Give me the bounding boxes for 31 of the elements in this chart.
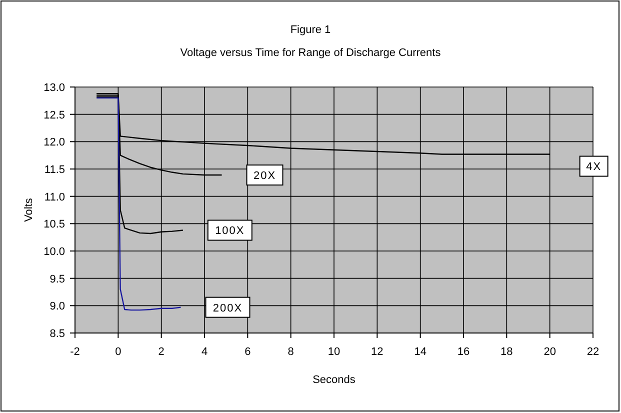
y-tick-label: 12.0 [44,136,65,149]
x-tick-label: 16 [457,346,470,358]
text: 100X [215,225,245,238]
x-tick-label: 2 [158,346,164,358]
x-tick-label: 20 [544,346,556,358]
text: 4X [586,161,602,174]
y-tick-label: 10.5 [44,218,65,231]
x-tick-label: -2 [70,346,80,358]
text: 20X [253,170,276,182]
x-tick-label: 8 [288,346,294,358]
y-axis-title: Volts [23,198,35,222]
y-tick-label: 8.5 [50,328,65,340]
x-axis-title: Seconds [312,374,356,386]
y-tick-label: 10.0 [44,246,65,258]
x-tick-label: 6 [244,346,251,358]
x-tick-label: 22 [586,346,600,358]
y-tick-label: 13.0 [44,82,65,94]
chart-title: Figure 1 [290,24,331,36]
y-tick-label: 9.5 [50,273,65,286]
y-tick-label: 11.0 [44,191,65,204]
x-tick-label: 4 [201,346,208,358]
x-tick-label: 14 [414,346,426,358]
chart-subtitle: Voltage versus Time for Range of Discharge Currents [180,47,442,59]
y-tick-label: 12.5 [44,109,65,122]
x-tick-label: 10 [328,346,340,358]
x-tick-label: 18 [500,346,513,358]
x-tick-label: 0 [115,346,122,358]
text: 200X [212,302,243,314]
x-tick-label: 12 [371,346,384,358]
y-tick-label: 11.5 [44,164,65,176]
y-tick-label: 9.0 [50,300,65,313]
